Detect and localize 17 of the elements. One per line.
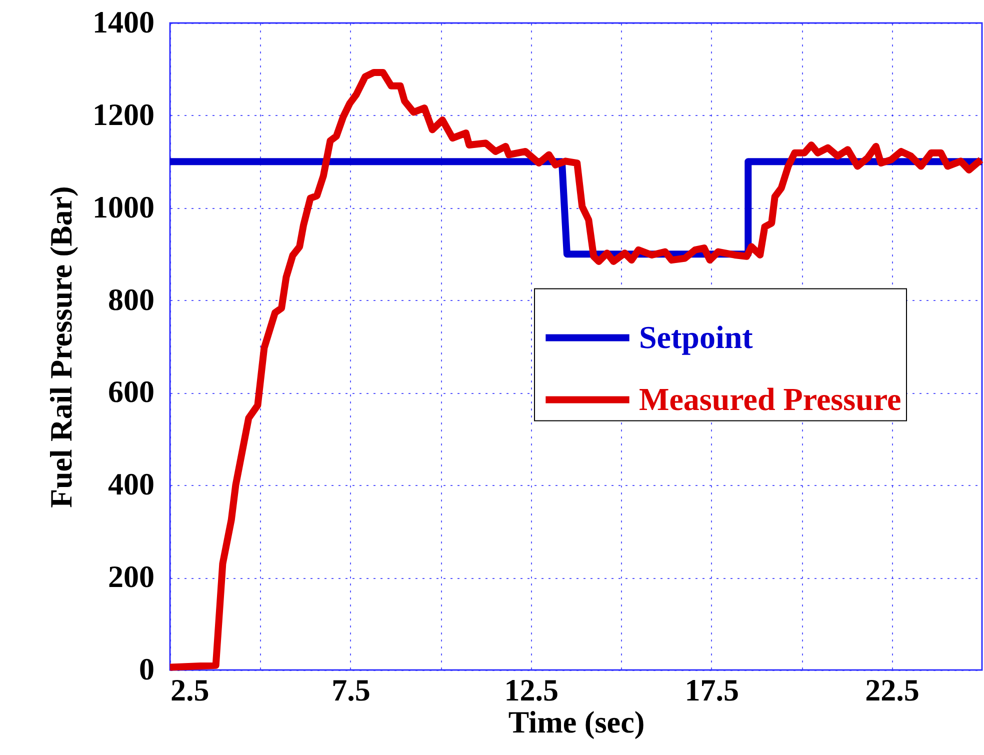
x-tick-label: 17.5 <box>684 672 739 708</box>
legend-label: Setpoint <box>639 318 754 355</box>
y-tick-label: 1000 <box>92 189 154 224</box>
x-tick-label: 22.5 <box>865 672 920 708</box>
y-tick-label: 600 <box>108 374 154 410</box>
y-axis-title: Fuel Rail Pressure (Bar) <box>44 186 78 508</box>
y-tick-label: 200 <box>108 559 154 594</box>
x-tick-label: 12.5 <box>504 672 559 708</box>
y-tick-label: 1400 <box>92 4 154 40</box>
y-tick-label: 1200 <box>92 96 154 132</box>
legend-label: Measured Pressure <box>639 380 902 417</box>
y-tick-label: 0 <box>139 652 154 686</box>
x-axis-title: Time (sec) <box>508 704 645 740</box>
x-tick-label: 2.5 <box>170 672 210 708</box>
x-tick-label: 7.5 <box>332 672 370 708</box>
y-tick-label: 800 <box>108 282 154 317</box>
y-tick-label: 400 <box>108 466 154 502</box>
